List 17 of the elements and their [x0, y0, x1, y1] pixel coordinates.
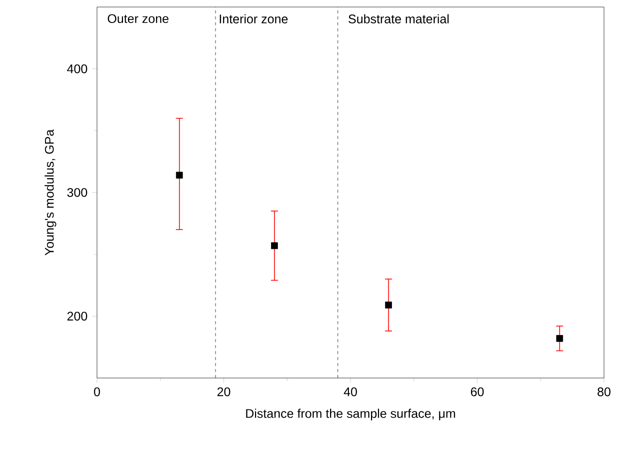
annotation: Outer zone [108, 14, 168, 24]
annotation: Substrate material [348, 14, 449, 24]
y-tick-label: 300 [67, 188, 88, 197]
y-axis-title: Young's modulus, GPa [44, 129, 56, 256]
x-tick-label: 60 [470, 387, 484, 396]
point [385, 302, 392, 308]
x-tick-label: 80 [598, 387, 610, 396]
x-axis-title: Distance from the sample surface, μm [246, 408, 456, 420]
x-tick-label: 20 [217, 387, 230, 396]
x-tick-label: 40 [344, 387, 357, 396]
x-tick-label: 0 [94, 387, 100, 396]
y-tick-label: 400 [67, 64, 88, 74]
annotation: Interior zone [220, 14, 288, 24]
point [271, 242, 278, 250]
point [176, 172, 183, 179]
point [556, 335, 564, 342]
y-tick-label: 200 [67, 312, 88, 321]
